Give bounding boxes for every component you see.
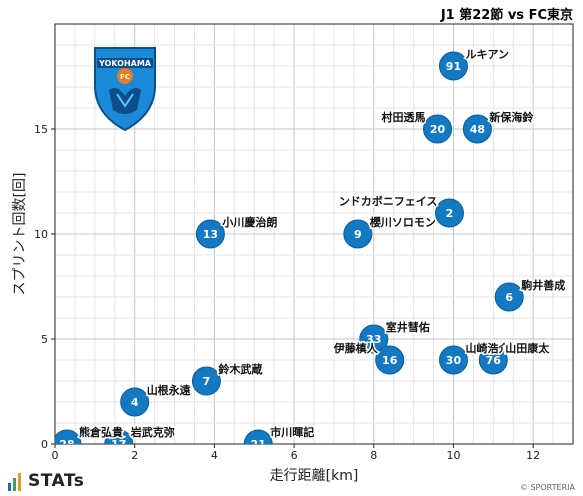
data-point [434, 198, 464, 228]
point-label: 室井彗佑 [386, 320, 430, 334]
data-point [243, 429, 273, 444]
point-label: 鈴木武蔵 [218, 362, 262, 376]
data-point [423, 114, 453, 144]
point-label: 櫻川ソロモン [369, 215, 436, 229]
x-tick-label: 4 [211, 449, 218, 462]
x-tick-label: 0 [52, 449, 59, 462]
data-point [359, 324, 389, 354]
chart-title: J1 第22節 vs FC東京 [440, 8, 573, 23]
data-point [120, 387, 150, 417]
point-number: 4 [131, 396, 139, 409]
point-number: 76 [486, 354, 502, 367]
point-label: ルキアン [465, 48, 509, 61]
point-label: 山根永遠 [147, 383, 191, 397]
point-number: 91 [446, 60, 461, 73]
y-tick-label: 15 [34, 123, 48, 136]
point-number: 28 [59, 438, 74, 451]
logo-text: YOKOHAMA [98, 59, 152, 68]
x-tick-label: 6 [291, 449, 298, 462]
data-point [55, 429, 82, 444]
copyright: © SPORTERIA [519, 483, 575, 492]
point-label: 山崎浩介 [465, 341, 510, 355]
point-number: 30 [446, 354, 462, 367]
point-number: 33 [366, 333, 381, 346]
stats-logo: STATs [8, 471, 84, 491]
data-point [494, 282, 524, 312]
x-tick-label: 12 [526, 449, 540, 462]
stats-bars-icon [8, 472, 23, 491]
point-number: 9 [354, 228, 362, 241]
point-number: 16 [382, 354, 398, 367]
point-number: 21 [251, 438, 266, 451]
stats-brand: STATs [28, 471, 85, 491]
point-label: 市川暉記 [270, 425, 314, 439]
point-label: 熊倉弘貴 [79, 425, 123, 439]
point-number: 2 [446, 207, 454, 220]
y-axis-label: スプリント回数[回] [12, 173, 28, 296]
point-label: 新保海鈴 [489, 110, 534, 124]
x-tick-label: 8 [370, 449, 377, 462]
data-point [438, 345, 468, 375]
point-label: 伊藤槙人 [333, 341, 379, 355]
point-number: 48 [470, 123, 485, 136]
data-point [462, 114, 492, 144]
data-point [191, 366, 221, 396]
x-tick-label: 10 [446, 449, 460, 462]
point-label: 山田康太 [505, 341, 550, 355]
axes: 0 2 4 6 8 10 12 0 5 10 15 [34, 123, 540, 462]
data-point [478, 345, 508, 375]
point-number: 20 [430, 123, 446, 136]
point-label: 駒井善成 [521, 278, 565, 292]
point-label: 岩武克弥 [130, 425, 175, 439]
point-number: 17 [111, 438, 126, 451]
data-point [195, 219, 225, 249]
data-point [375, 345, 405, 375]
point-label: ンドカボニフェイス [339, 194, 438, 208]
x-axis-label: 走行距離[km] [270, 467, 359, 484]
point-label: 小川慶治朗 [221, 215, 277, 229]
data-point [438, 51, 468, 81]
point-number: 7 [203, 375, 211, 388]
point-number: 13 [203, 228, 218, 241]
x-tick-label: 2 [131, 449, 138, 462]
point-number: 6 [505, 291, 513, 304]
y-tick-label: 0 [41, 438, 48, 451]
yokohama-fc-logo: YOKOHAMA FC [94, 47, 156, 132]
data-point [104, 429, 134, 444]
y-tick-label: 10 [34, 228, 48, 241]
point-label: 村田透馬 [382, 110, 426, 124]
data-point [343, 219, 373, 249]
logo-badge: FC [120, 73, 130, 81]
y-tick-label: 5 [41, 333, 48, 346]
